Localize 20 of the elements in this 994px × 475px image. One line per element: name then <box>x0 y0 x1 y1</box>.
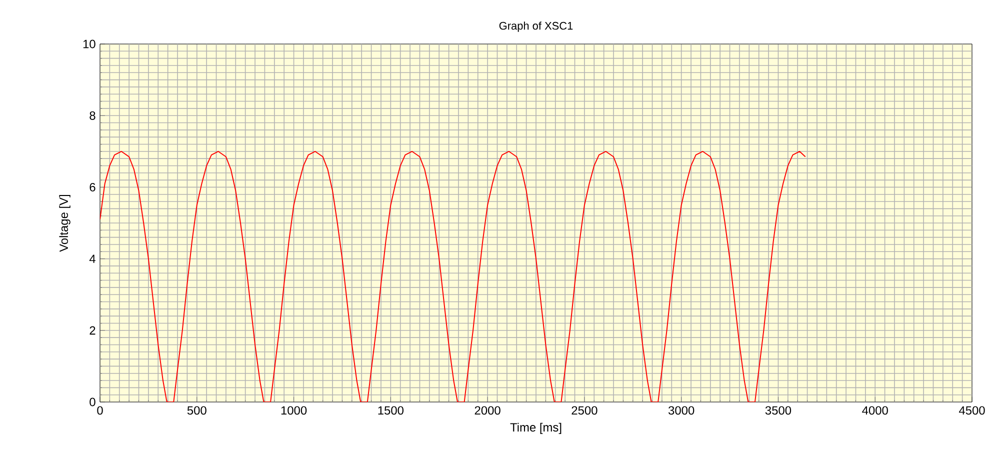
x-axis-title: Time [ms] <box>510 422 562 434</box>
y-axis-title: Voltage [V] <box>59 194 70 252</box>
x-tick-label: 3000 <box>668 406 694 415</box>
x-tick-label: 1000 <box>281 406 307 415</box>
x-tick-label: 1500 <box>378 406 404 415</box>
x-tick-label: 3500 <box>765 406 792 415</box>
y-tick-label: 0 <box>90 398 96 406</box>
y-tick-label: 2 <box>90 326 96 335</box>
x-tick-label: 0 <box>97 406 103 415</box>
line-series <box>100 150 806 402</box>
chart-title: Graph of XSC1 <box>499 22 573 32</box>
y-tick-label: 8 <box>90 111 96 120</box>
x-tick-label: 2000 <box>474 406 500 415</box>
x-tick-label: 2500 <box>572 406 598 415</box>
x-tick-label: 500 <box>187 406 206 415</box>
y-tick-label: 6 <box>90 182 96 192</box>
y-tick-label: 10 <box>83 40 96 48</box>
x-tick-label: 4000 <box>862 406 888 415</box>
x-tick-label: 4500 <box>958 406 985 415</box>
y-tick-label: 4 <box>89 254 96 263</box>
